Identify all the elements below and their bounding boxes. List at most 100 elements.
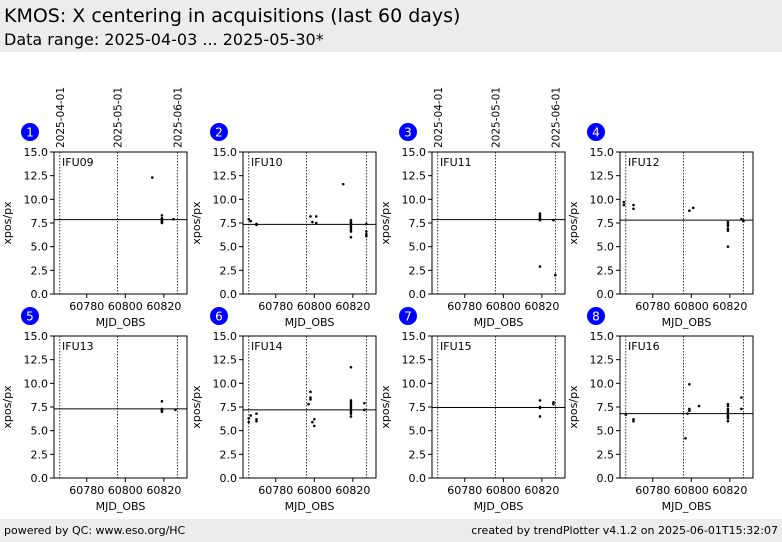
- x-tick-label: 60820: [146, 484, 181, 497]
- data-point: [349, 408, 353, 412]
- data-point: [726, 229, 730, 232]
- x-axis-label: MJD_OBS: [662, 500, 712, 513]
- data-point: [311, 420, 314, 424]
- data-point: [349, 400, 353, 404]
- y-tick-label: 15.0: [402, 146, 427, 159]
- panel-number: 5: [26, 310, 34, 324]
- data-point: [307, 402, 310, 406]
- data-point: [160, 410, 164, 414]
- y-tick-label: 0.0: [220, 472, 238, 485]
- y-tick-label: 5.0: [409, 425, 427, 438]
- panel-number: 6: [215, 310, 223, 324]
- y-tick-label: 0.0: [31, 288, 49, 301]
- data-point: [688, 209, 691, 212]
- data-point: [314, 215, 318, 218]
- panel-3: 2025-04-01 2025-05-01 2025-06-01 0.0 2.5 5.0 7…: [379, 87, 566, 329]
- y-tick-label: 12.5: [402, 354, 427, 367]
- data-point: [309, 390, 312, 394]
- y-tick-label: 12.5: [24, 170, 49, 183]
- panel-number: 3: [404, 126, 412, 140]
- plot-frame: [242, 335, 377, 479]
- data-point: [538, 406, 542, 410]
- date-marker-label: 2025-04-01: [433, 87, 445, 148]
- y-tick-label: 15.0: [24, 330, 49, 343]
- y-tick-label: 2.5: [220, 264, 238, 277]
- data-point: [363, 401, 366, 405]
- y-axis-label: xpos/px: [567, 201, 580, 245]
- panel-number: 1: [26, 126, 34, 140]
- data-point: [632, 207, 635, 211]
- panel-number: 7: [404, 310, 412, 324]
- data-point: [349, 399, 353, 402]
- y-tick-label: 10.0: [590, 193, 615, 206]
- x-tick-label: 60820: [335, 300, 370, 313]
- data-point: [684, 436, 687, 440]
- data-point: [632, 418, 635, 421]
- data-point: [622, 200, 626, 204]
- y-tick-label: 5.0: [597, 425, 615, 438]
- data-point: [740, 217, 743, 221]
- data-point: [349, 412, 353, 415]
- panel-number-badge: [21, 307, 39, 325]
- data-point: [313, 418, 316, 421]
- date-marker-label: 2025-05-01: [491, 87, 503, 148]
- x-axis-label: MJD_OBS: [285, 316, 335, 329]
- x-tick-label: 60820: [712, 300, 747, 313]
- x-axis-label: MJD_OBS: [662, 316, 712, 329]
- y-axis-label: xpos/px: [379, 385, 392, 429]
- panel-name: IFU13: [62, 340, 94, 353]
- y-tick-label: 7.5: [220, 217, 238, 230]
- x-tick-label: 60800: [486, 300, 521, 313]
- data-point: [726, 224, 730, 228]
- data-point: [313, 424, 316, 428]
- data-point: [742, 219, 745, 223]
- y-tick-label: 2.5: [31, 448, 49, 461]
- data-point: [309, 396, 312, 399]
- y-tick-label: 10.0: [402, 377, 427, 390]
- y-tick-label: 12.5: [402, 170, 427, 183]
- panel-name: IFU10: [251, 156, 283, 169]
- y-tick-label: 2.5: [597, 448, 615, 461]
- data-point: [622, 203, 626, 207]
- data-point: [726, 417, 730, 420]
- y-tick-label: 5.0: [31, 241, 49, 254]
- y-tick-label: 15.0: [213, 330, 238, 343]
- x-tick-label: 60800: [674, 300, 709, 313]
- x-tick-label: 60820: [335, 484, 370, 497]
- y-axis-label: xpos/px: [1, 201, 14, 245]
- y-axis-label: xpos/px: [190, 201, 203, 245]
- data-point: [552, 218, 555, 222]
- data-point: [341, 182, 345, 186]
- x-axis-label: MJD_OBS: [474, 316, 524, 329]
- header-bar: KMOS: X centering in acquisitions (last …: [0, 0, 782, 52]
- data-point: [249, 219, 253, 223]
- x-tick-label: 60800: [486, 484, 521, 497]
- data-point: [740, 396, 743, 399]
- data-point: [309, 215, 312, 218]
- data-point: [160, 214, 164, 217]
- data-point: [349, 228, 353, 231]
- data-point: [309, 398, 312, 401]
- panel-number-badge: [210, 123, 228, 141]
- data-point: [554, 273, 557, 277]
- data-point: [726, 222, 730, 226]
- y-tick-label: 10.0: [213, 193, 238, 206]
- data-point: [697, 404, 701, 408]
- y-tick-label: 7.5: [220, 401, 238, 414]
- x-tick-label: 60800: [108, 300, 143, 313]
- plot-frame: [53, 151, 188, 295]
- date-marker-label: 2025-06-01: [550, 87, 562, 148]
- data-point: [726, 220, 730, 224]
- y-tick-label: 15.0: [24, 146, 49, 159]
- panel-number-badge: [587, 123, 605, 141]
- panel-name: IFU09: [62, 156, 94, 169]
- y-tick-label: 2.5: [409, 448, 427, 461]
- date-marker-label: 2025-04-01: [55, 87, 67, 148]
- panel-name: IFU15: [440, 340, 472, 353]
- data-point: [349, 365, 353, 369]
- data-point: [688, 409, 691, 413]
- x-tick-label: 60820: [146, 300, 181, 313]
